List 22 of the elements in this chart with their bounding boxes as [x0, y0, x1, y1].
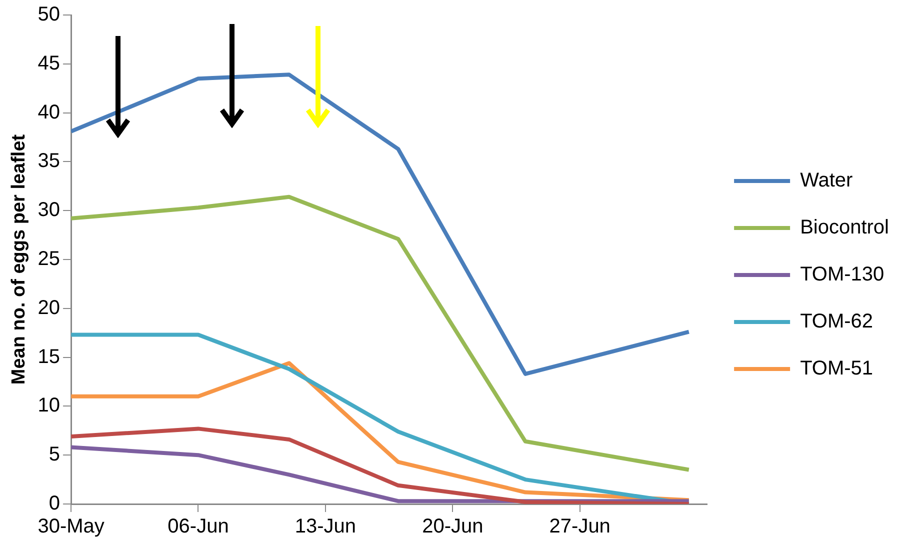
x-tick-label: 06-Jun	[168, 516, 229, 538]
x-tick-label: 27-Jun	[549, 516, 610, 538]
y-axis-title: Mean no. of eggs per leaflet	[8, 134, 30, 385]
y-tick-label: 20	[38, 296, 60, 319]
y-tick-label: 0	[48, 492, 60, 515]
y-tick-label: 25	[38, 248, 60, 270]
y-tick-label: 5	[48, 444, 60, 466]
y-tick-label: 50	[38, 4, 60, 26]
y-tick-label: 40	[38, 101, 60, 124]
x-tick-label: 20-Jun	[422, 516, 484, 538]
x-tick-label: 13-Jun	[294, 516, 356, 538]
legend-label: TOM-62	[800, 310, 874, 333]
y-tick-label: 10	[38, 394, 60, 417]
y-tick-label: 15	[38, 346, 60, 368]
legend-label: TOM-130	[800, 264, 884, 286]
y-tick-label: 30	[38, 199, 60, 222]
y-tick-label: 35	[38, 150, 60, 172]
y-tick-label: 45	[38, 52, 60, 74]
legend-label: TOM-51	[800, 358, 874, 380]
x-tick-label: 30-May	[38, 516, 104, 538]
legend-label: Water	[800, 170, 853, 192]
legend-label: Biocontrol	[800, 216, 889, 239]
